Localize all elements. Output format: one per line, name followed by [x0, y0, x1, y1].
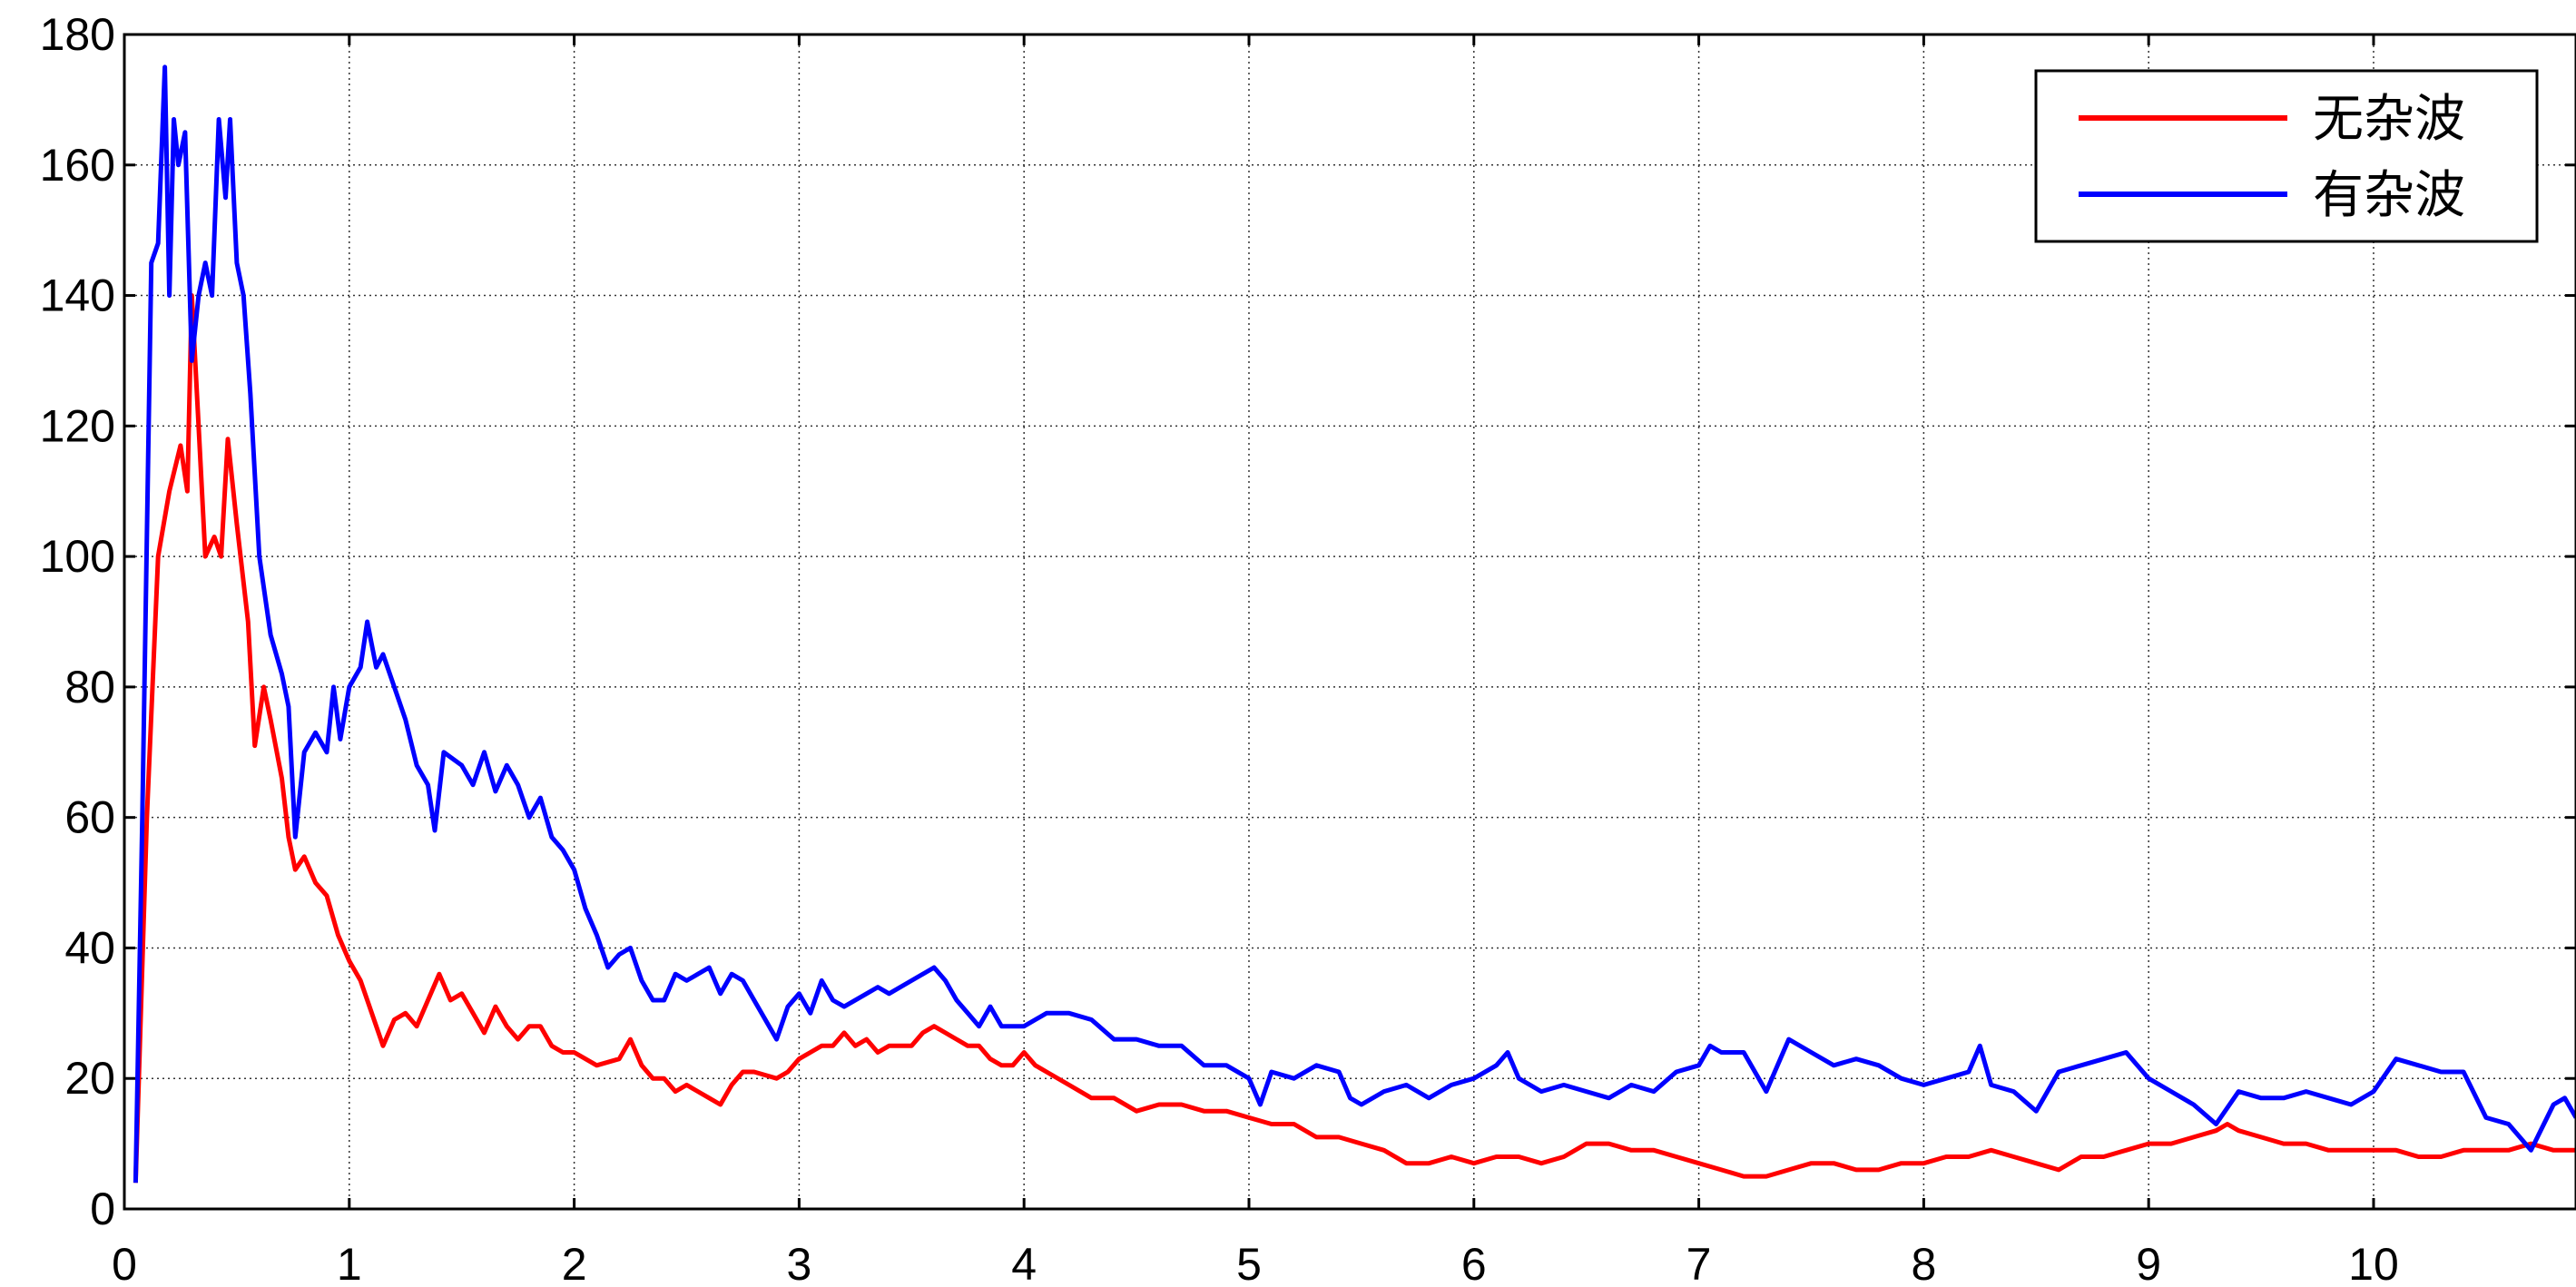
series-line-2 [133, 64, 2576, 1184]
x-tick-label: 8 [1911, 1239, 1936, 1287]
x-tick-label: 6 [1461, 1239, 1487, 1287]
y-tick-label: 160 [40, 140, 115, 191]
legend-box [2034, 69, 2539, 243]
y-tick-label: 140 [40, 270, 115, 321]
x-tick-label: 0 [112, 1239, 137, 1287]
y-tick-label: 80 [64, 662, 115, 712]
y-tick-label: 120 [40, 400, 115, 451]
x-tick-label: 7 [1686, 1239, 1712, 1287]
x-tick-label: 10 [2348, 1239, 2399, 1287]
y-tick-labels: 0 20 40 60 80 100 120 140 160 180 [40, 9, 115, 1234]
y-tick-label: 0 [90, 1184, 115, 1234]
x-tick-label: 9 [2136, 1239, 2161, 1287]
y-tick-label: 180 [40, 9, 115, 60]
x-tick-label: 4 [1011, 1239, 1037, 1287]
x-tick-label: 1 [337, 1239, 362, 1287]
series-group [133, 64, 2576, 1184]
plot-frame [123, 33, 2576, 1211]
legend-label-2: 有杂波 [2313, 166, 2465, 223]
y-tick-label: 60 [64, 792, 115, 843]
x-tick-label: 3 [786, 1239, 811, 1287]
series-line-1 [133, 293, 2576, 1184]
legend-label-1: 无杂波 [2313, 90, 2465, 147]
x-tick-label: 5 [1236, 1239, 1262, 1287]
y-tick-label: 100 [40, 531, 115, 582]
y-tick-label: 20 [64, 1053, 115, 1104]
grid-lines [124, 34, 2576, 1209]
axis-ticks [123, 33, 2576, 1211]
x-tick-labels: 0 1 2 3 4 5 6 7 8 9 10 [112, 1239, 2399, 1287]
x-tick-label: 2 [562, 1239, 587, 1287]
y-tick-label: 40 [64, 922, 115, 973]
